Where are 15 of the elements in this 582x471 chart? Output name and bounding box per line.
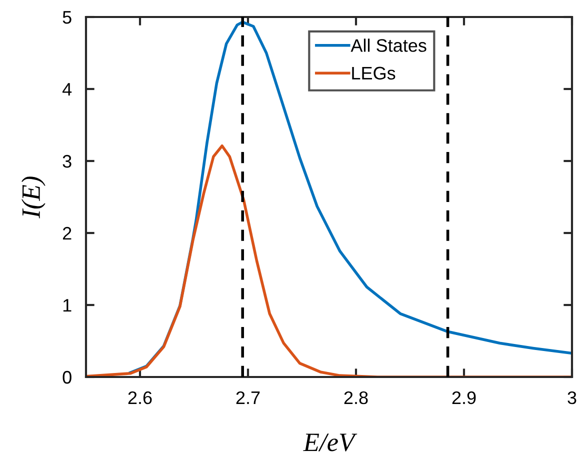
- y-tick-label: 3: [62, 154, 72, 168]
- x-tick-label: 2.7: [236, 391, 260, 404]
- x-tick-label: 2.9: [452, 391, 476, 404]
- legend-label: All States: [350, 38, 426, 52]
- x-tick-label: 2.8: [344, 391, 368, 404]
- y-tick-label: 0: [62, 370, 72, 384]
- legend-label: LEGs: [352, 66, 396, 80]
- y-tick-label: 4: [62, 83, 72, 96]
- x-axis-title: E/eV: [303, 434, 358, 452]
- y-tick-label: 5: [62, 11, 72, 24]
- y-tick-label: 1: [63, 299, 72, 312]
- x-tick-label: 2.6: [128, 391, 152, 404]
- y-tick-label: 2: [62, 226, 72, 240]
- x-tick-label: 3: [568, 391, 576, 404]
- y-axis-title: I(E): [21, 176, 46, 218]
